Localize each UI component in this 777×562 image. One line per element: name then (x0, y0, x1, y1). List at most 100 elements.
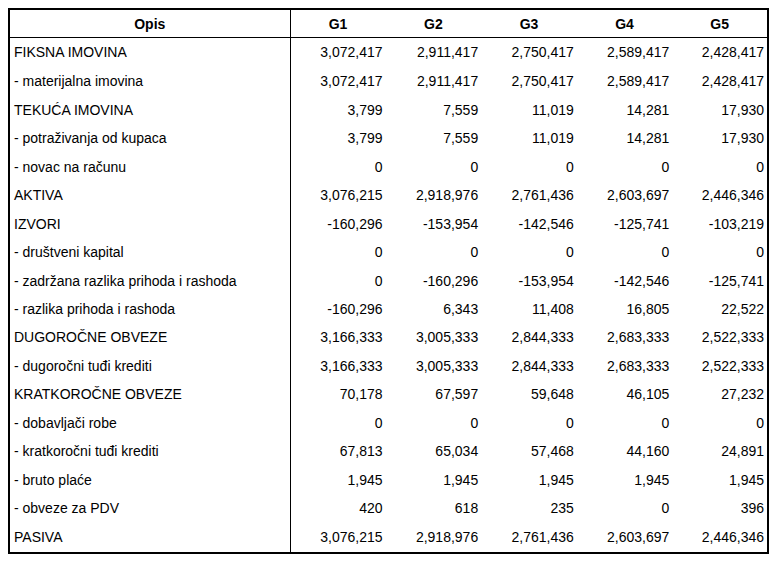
value-cell: 0 (481, 152, 577, 180)
table-row: AKTIVA3,076,2152,918,9762,761,4362,603,6… (9, 181, 768, 209)
row-label: AKTIVA (9, 181, 290, 209)
header-row: OpisG1G2G3G4G5 (9, 9, 768, 38)
value-cell: -125,741 (577, 209, 673, 237)
value-cell: 14,281 (577, 95, 673, 123)
table-row: - materijalna imovina3,072,4172,911,417 2… (9, 67, 768, 95)
value-cell: 396 (672, 494, 768, 522)
value-cell: 2,589,417 (577, 67, 673, 95)
value-cell: 59,648 (481, 380, 577, 408)
value-cell: 0 (290, 152, 386, 180)
value-cell: 0 (386, 152, 482, 180)
value-cell: 1,945 (290, 466, 386, 494)
row-label: - materijalna imovina (9, 67, 290, 95)
value-cell: 2,911,417 (386, 67, 482, 95)
value-cell: 618 (386, 494, 482, 522)
table-row: FIKSNA IMOVINA3,072,4172,911,4172,750,41… (9, 38, 768, 67)
value-cell: 0 (386, 409, 482, 437)
table-row: DUGOROČNE OBVEZE3,166,3333,005,3332,844,… (9, 323, 768, 351)
table-row: - razlika prihoda i rashoda-160,2966,343… (9, 295, 768, 323)
value-cell: 2,603,697 (577, 181, 673, 209)
value-cell: 11,408 (481, 295, 577, 323)
value-cell: 27,232 (672, 380, 768, 408)
value-cell: 2,844,333 (481, 323, 577, 351)
row-label: FIKSNA IMOVINA (9, 38, 290, 67)
row-label: - obveze za PDV (9, 494, 290, 522)
value-cell: 2,522,333 (672, 352, 768, 380)
row-label: - društveni kapital (9, 238, 290, 266)
value-cell: 7,559 (386, 95, 482, 123)
row-label: - bruto plaće (9, 466, 290, 494)
value-cell: 0 (672, 152, 768, 180)
value-cell: 67,597 (386, 380, 482, 408)
value-cell: 11,019 (481, 95, 577, 123)
value-cell: -160,296 (290, 295, 386, 323)
row-label: - kratkoročni tuđi krediti (9, 437, 290, 465)
value-cell: 7,559 (386, 124, 482, 152)
table-row: - obveze za PDV4206182350396 (9, 494, 768, 522)
value-cell: 2,589,417 (577, 38, 673, 67)
value-cell: 0 (481, 238, 577, 266)
row-label: PASIVA (9, 523, 290, 553)
value-cell: 2,750,417 (481, 38, 577, 67)
value-cell: -160,296 (386, 266, 482, 294)
value-cell: 2,911,417 (386, 38, 482, 67)
row-label: - dugoročni tuđi krediti (9, 352, 290, 380)
value-cell: 3,005,333 (386, 323, 482, 351)
table-row: - potraživanja od kupaca3,7997,55911,019… (9, 124, 768, 152)
value-cell: 67,813 (290, 437, 386, 465)
value-cell: 16,805 (577, 295, 673, 323)
value-cell: 3,072,417 (290, 67, 386, 95)
value-cell: 235 (481, 494, 577, 522)
value-cell: -103,219 (672, 209, 768, 237)
table-row: IZVORI-160,296-153,954-142,546-125,741-1… (9, 209, 768, 237)
table-row: - bruto plaće1,9451,9451,9451,9451,945 (9, 466, 768, 494)
table-row: KRATKOROČNE OBVEZE70,17867,59759,64846,1… (9, 380, 768, 408)
value-cell: 2,522,333 (672, 323, 768, 351)
value-cell: 2,446,346 (672, 181, 768, 209)
row-label: - zadržana razlika prihoda i rashoda (9, 266, 290, 294)
value-cell: 3,799 (290, 124, 386, 152)
value-cell: 0 (577, 238, 673, 266)
value-cell: 22,522 (672, 295, 768, 323)
table-row: - novac na računu00000 (9, 152, 768, 180)
value-cell: 1,945 (481, 466, 577, 494)
table-row: TEKUĆA IMOVINA3,7997,55911,01914,28117,9… (9, 95, 768, 123)
row-label: DUGOROČNE OBVEZE (9, 323, 290, 351)
value-cell: 1,945 (577, 466, 673, 494)
table-row: - kratkoročni tuđi krediti67,81365,03457… (9, 437, 768, 465)
row-label: - dobavljači robe (9, 409, 290, 437)
value-cell: 0 (386, 238, 482, 266)
value-cell: 3,166,333 (290, 323, 386, 351)
value-cell: -142,546 (577, 266, 673, 294)
table-row: - dobavljači robe00000 (9, 409, 768, 437)
value-cell: 0 (577, 494, 673, 522)
column-header-g1: G1 (290, 9, 386, 38)
value-cell: -125,741 (672, 266, 768, 294)
value-cell: 2,428,417 (672, 38, 768, 67)
value-cell: 0 (672, 409, 768, 437)
value-cell: 0 (290, 238, 386, 266)
value-cell: 6,343 (386, 295, 482, 323)
value-cell: 0 (290, 409, 386, 437)
value-cell: 70,178 (290, 380, 386, 408)
value-cell: 0 (481, 409, 577, 437)
value-cell: 0 (577, 152, 673, 180)
value-cell: 1,945 (386, 466, 482, 494)
value-cell: 3,076,215 (290, 181, 386, 209)
row-label: - novac na računu (9, 152, 290, 180)
value-cell: 65,034 (386, 437, 482, 465)
value-cell: 24,891 (672, 437, 768, 465)
value-cell: 2,683,333 (577, 352, 673, 380)
balance-sheet-report: OpisG1G2G3G4G5 FIKSNA IMOVINA3,072,4172,… (8, 8, 769, 554)
column-header-g3: G3 (481, 9, 577, 38)
value-cell: 0 (290, 266, 386, 294)
value-cell: 420 (290, 494, 386, 522)
value-cell: 11,019 (481, 124, 577, 152)
value-cell: 3,799 (290, 95, 386, 123)
row-label: TEKUĆA IMOVINA (9, 95, 290, 123)
value-cell: 3,005,333 (386, 352, 482, 380)
value-cell: 17,930 (672, 95, 768, 123)
value-cell: 2,761,436 (481, 181, 577, 209)
table-row: PASIVA3,076,2152,918,9762,761,4362,603,6… (9, 523, 768, 553)
row-label: - razlika prihoda i rashoda (9, 295, 290, 323)
